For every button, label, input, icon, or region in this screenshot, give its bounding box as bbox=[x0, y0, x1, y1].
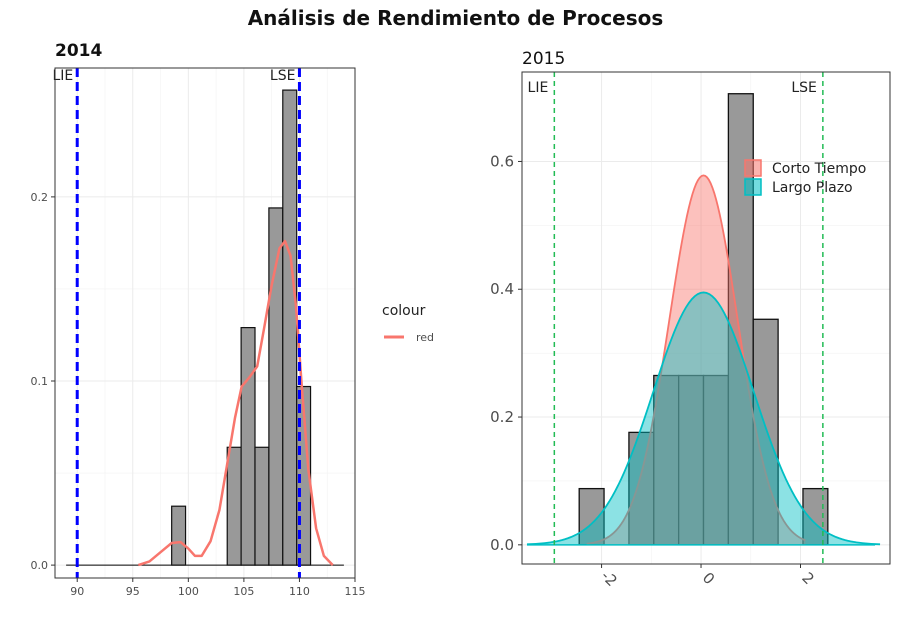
figure-title: Análisis de Rendimiento de Procesos bbox=[247, 6, 664, 30]
panel-2015-title: 2015 bbox=[522, 49, 565, 69]
x-tick-label: 0 bbox=[699, 569, 718, 588]
spec-limit-lse-label: LSE bbox=[270, 68, 296, 84]
y-tick-label: 0.0 bbox=[31, 559, 49, 572]
x-tick-label: 110 bbox=[289, 585, 310, 598]
histogram-bar bbox=[282, 89, 298, 566]
legend-key bbox=[744, 178, 762, 196]
legend-label: Corto Tiempo bbox=[772, 161, 866, 177]
y-tick-label: 0.2 bbox=[490, 408, 514, 426]
histogram-bar bbox=[677, 374, 705, 546]
x-tick-label: 90 bbox=[70, 585, 84, 598]
x-tick-label: 100 bbox=[178, 585, 199, 598]
panel-2014-title: 2014 bbox=[55, 41, 102, 61]
histogram-bar bbox=[171, 505, 187, 566]
y-tick-label: 0.1 bbox=[31, 375, 49, 388]
histogram-bar bbox=[226, 446, 242, 566]
y-tick-label: 0.6 bbox=[490, 152, 514, 170]
x-tick-label: 95 bbox=[126, 585, 140, 598]
x-tick-label: -2 bbox=[597, 567, 620, 590]
histogram-bar bbox=[240, 327, 256, 566]
legend-label: Largo Plazo bbox=[772, 180, 853, 196]
legend-key bbox=[744, 159, 762, 177]
x-tick-label: 115 bbox=[345, 585, 366, 598]
panel-2015: LIE LSE -2 0 2 0.0 0.2 0.4 0.6 2015 Corto Tiempo La… bbox=[490, 49, 891, 590]
legend-2015: Corto Tiempo Largo Plazo bbox=[744, 159, 866, 196]
panel-2014-border bbox=[54, 67, 356, 579]
panel-2015-border bbox=[521, 71, 891, 565]
density-area-largo-plazo bbox=[526, 292, 881, 545]
x-tick-label: 105 bbox=[233, 585, 254, 598]
density-curve-largo-plazo bbox=[526, 291, 881, 546]
spec-limit-lie-label: LIE bbox=[528, 80, 549, 96]
legend-2014: colour red bbox=[382, 303, 434, 344]
y-tick-label: 0.0 bbox=[490, 536, 514, 554]
histogram-bar bbox=[752, 318, 779, 546]
histogram-bar bbox=[802, 487, 829, 546]
panel-2014: LIE LSE 90 95 100 105 110 115 0.0 0.1 0.2 2014 colou… bbox=[31, 41, 435, 598]
y-tick-label: 0.4 bbox=[490, 280, 514, 298]
density-area-corto-tiempo bbox=[586, 175, 806, 545]
density-curve bbox=[137, 239, 334, 567]
spec-limit-lse-label: LSE bbox=[791, 80, 817, 96]
spec-limit-lie-label: LIE bbox=[52, 68, 73, 84]
legend-label: red bbox=[416, 331, 434, 344]
y-tick-label: 0.2 bbox=[31, 191, 49, 204]
density-curve-corto-tiempo bbox=[586, 174, 806, 545]
legend-title: colour bbox=[382, 303, 426, 319]
histogram-bar bbox=[578, 487, 605, 546]
x-tick-label: 2 bbox=[798, 569, 817, 588]
histogram-bar bbox=[254, 446, 270, 566]
